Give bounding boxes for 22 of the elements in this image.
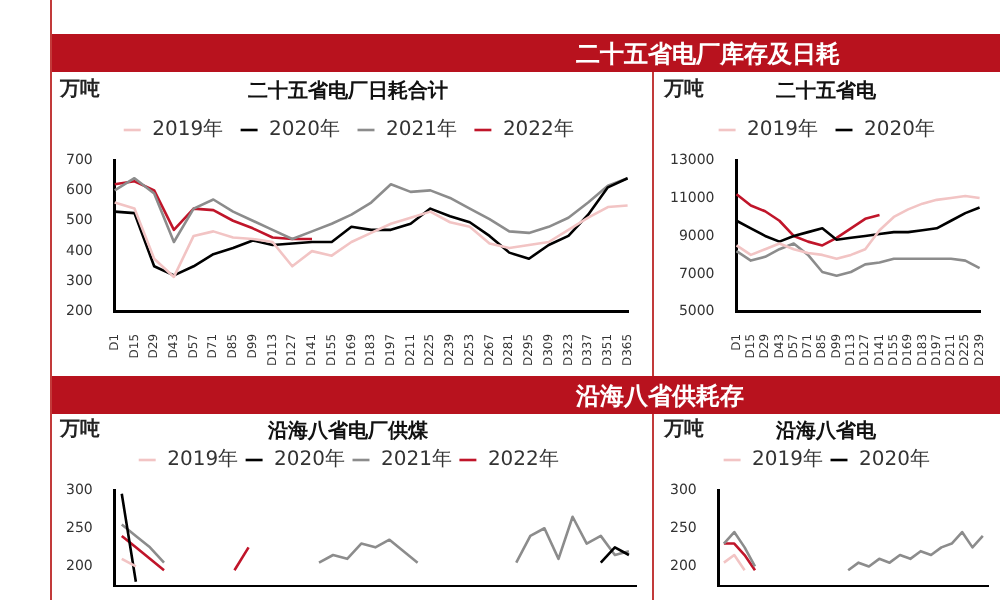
legend-label: 2022年: [502, 117, 574, 142]
legend-label: 2019年: [747, 117, 819, 142]
legend-label: 2021年: [381, 447, 452, 472]
legend-label: 2021年: [386, 117, 457, 142]
legend-label: 2020年: [274, 447, 346, 472]
chart-title: 二十五省电厂日耗合计: [248, 79, 448, 104]
legend-label: 2022年: [487, 447, 559, 472]
y-axis-title: 万吨: [662, 417, 704, 442]
legend-label: 2019年: [167, 447, 239, 472]
legend-label: 2020年: [859, 447, 930, 472]
y-axis-title: 万吨: [58, 417, 100, 442]
chart-title: 沿海八省电厂供煤: [266, 419, 430, 444]
y-axis-title: 万吨: [662, 77, 704, 102]
legend-label: 2020年: [269, 117, 341, 142]
chart-title: 二十五省电: [776, 79, 878, 104]
y-axis-title: 万吨: [58, 77, 100, 102]
text: 二十五省电厂库存及日耗: [576, 38, 840, 72]
legend-label: 2020年: [864, 117, 935, 142]
legend-label: 2019年: [752, 447, 824, 472]
chart-title: 沿海八省电: [774, 419, 878, 444]
legend-label: 2019年: [152, 117, 224, 142]
text: 沿海八省供耗存: [576, 380, 744, 414]
